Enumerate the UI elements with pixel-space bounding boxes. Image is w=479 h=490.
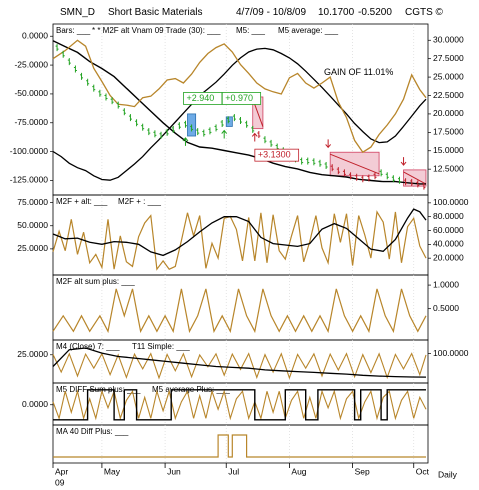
price-panel-legend-2: * * M2F alt Vnam 09 Trade (30): ___ <box>92 26 221 35</box>
sum-panel-legend-1: M2F alt sum plus: ___ <box>56 277 135 286</box>
period-label: Daily <box>438 469 458 479</box>
month-label-may: May <box>104 466 121 476</box>
gain-annotation: GAIN OF 11.01% <box>324 67 393 77</box>
m2f-panel-left-tick-label: 75.0000 <box>17 197 48 207</box>
price-panel-legend-3: M5: ___ <box>236 26 265 35</box>
trade-label: +2.940 <box>187 93 215 103</box>
trade-label-box <box>221 92 262 105</box>
price-panel-right-tick-label: 20.0000 <box>433 108 464 118</box>
month-label-sep: Sep <box>355 466 370 476</box>
m5-average-line <box>52 47 427 181</box>
m2f-panel-right-tick-label: 100.0000 <box>433 197 469 207</box>
m4-panel-left-tick-label: 25.0000 <box>17 349 48 359</box>
price-panel-left-tick-label: -125.0000 <box>10 175 49 185</box>
ma40-diff-line <box>53 434 426 458</box>
panel-frame-6 <box>52 424 429 464</box>
price-panel-right-tick-label: 12.5000 <box>433 163 464 173</box>
month-label-jul: Jul <box>228 466 239 476</box>
m4-panel-legend-2: T11 Simple: ___ <box>132 342 190 351</box>
signal-down-arrow <box>325 139 332 149</box>
price-panel-left-tick-label: -25.0000 <box>14 59 48 69</box>
signal-down-arrow <box>400 157 407 166</box>
price-panel-left-tick-label: -50.0000 <box>14 88 48 98</box>
month-label-oct: Oct <box>416 466 430 476</box>
price-panel-left-tick-label: 0.0000 <box>22 30 48 40</box>
month-label-jun: Jun <box>167 466 181 476</box>
price-change: -0.5200 <box>358 7 392 18</box>
t11-simple-line <box>52 352 427 380</box>
month-label-apr: Apr <box>55 466 68 476</box>
date-range: 4/7/09 - 10/8/09 <box>236 7 307 18</box>
signal-up-arrow <box>221 129 228 139</box>
trade-label: +3.1300 <box>258 150 291 160</box>
price-panel-right-tick-label: 25.0000 <box>433 71 464 81</box>
chart-header: SMN_D Short Basic Materials 4/7/09 - 10/… <box>0 0 479 22</box>
symbol-label: SMN_D <box>60 7 96 18</box>
price-panel-right-tick-label: 15.0000 <box>433 145 464 155</box>
panel-frame-2 <box>52 194 429 276</box>
m2f-panel-legend-2: M2F + : ___ <box>118 197 161 206</box>
year-label: 09 <box>55 477 65 487</box>
price-panel-right-tick-label: 17.5000 <box>433 127 464 137</box>
month-label-aug: Aug <box>291 466 306 476</box>
m5-average-plus-line <box>53 389 426 421</box>
signal-up-arrow <box>182 137 189 146</box>
diff-panel-left-tick-label: 0.0000 <box>22 399 48 409</box>
price-panel-legend-1: Bars: ___ <box>56 26 91 35</box>
price-panel-right-tick-label: 27.5000 <box>433 53 464 63</box>
price-panel-left-tick-label: -75.0000 <box>14 117 48 127</box>
last-price: 10.1700 <box>318 7 355 18</box>
m2f-panel-right-tick-label: 20.0000 <box>433 252 464 262</box>
m2f-panel-left-tick-label: 50.0000 <box>17 220 48 230</box>
m4-panel-right-tick-label: 100.0000 <box>433 348 469 358</box>
sum-panel-right-tick-label: 0.5000 <box>433 303 459 313</box>
m2f-panel-right-tick-label: 40.0000 <box>433 239 464 249</box>
m2f-plus-line <box>52 208 427 257</box>
trade-label-box <box>254 148 300 162</box>
instrument-name: Short Basic Materials <box>108 7 203 18</box>
m5-diff-line <box>52 389 427 421</box>
m2f-sum-line <box>52 288 427 334</box>
price-panel-right-tick-label: 22.5000 <box>433 90 464 100</box>
m2f-panel-right-tick-label: 80.0000 <box>433 211 464 221</box>
price-panel-legend-4: M5 average: ___ <box>278 26 339 35</box>
trade-zone-trendline <box>329 153 380 175</box>
trade-zone-trendline <box>403 171 427 185</box>
m5-line <box>52 39 427 154</box>
m4-panel-legend-1: M4 (Close) 7: ___ <box>56 342 120 351</box>
m2f-panel-right-tick-label: 60.0000 <box>433 225 464 235</box>
price-panel-left-tick-label: -100.0000 <box>10 146 49 156</box>
signal-up-arrow <box>251 132 258 142</box>
ma40-panel-legend-1: MA 40 Diff Plus: ___ <box>56 427 129 436</box>
copyright-label: CGTS © <box>405 7 443 18</box>
trade-label: +0.970 <box>225 93 253 103</box>
m4-close-line <box>52 347 427 378</box>
m2f-panel-legend-1: M2F + alt: ___ <box>56 197 108 206</box>
m2f-panel-left-tick-label: 25.0000 <box>17 243 48 253</box>
sum-panel-right-tick-label: 1.0000 <box>433 279 459 289</box>
price-panel-right-tick-label: 30.0000 <box>433 35 464 45</box>
m2f-alt-line <box>52 210 427 271</box>
